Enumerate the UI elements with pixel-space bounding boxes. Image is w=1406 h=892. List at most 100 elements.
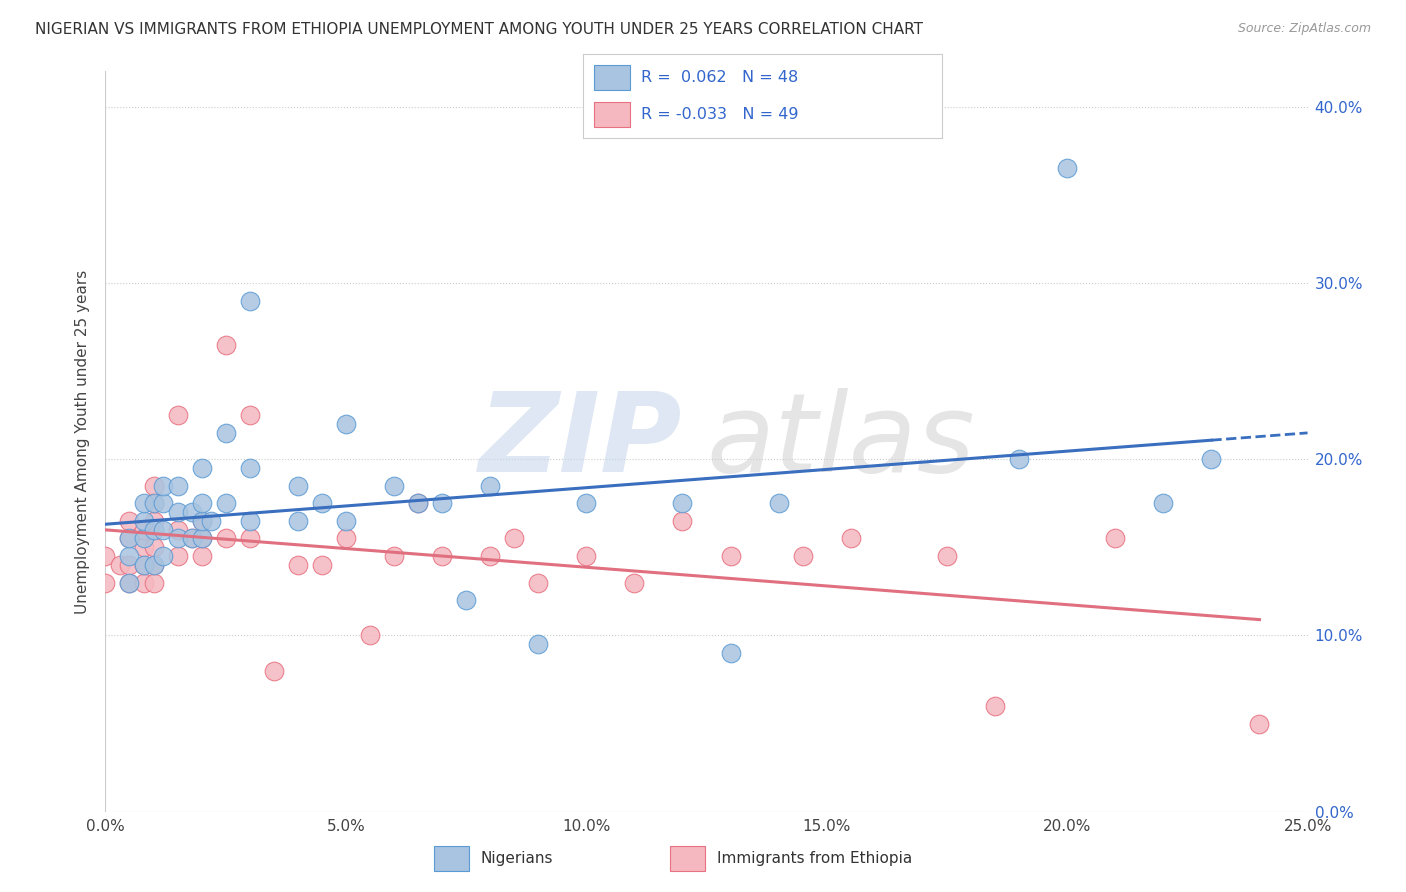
Point	[287, 514, 309, 528]
Point	[132, 541, 155, 555]
Point	[527, 575, 550, 590]
Point	[200, 514, 222, 528]
Point	[166, 408, 188, 422]
Point	[720, 646, 742, 660]
FancyBboxPatch shape	[595, 64, 630, 90]
Point	[623, 575, 645, 590]
Point	[108, 558, 131, 572]
Point	[239, 532, 262, 546]
Point	[1249, 716, 1271, 731]
Point	[132, 514, 155, 528]
Point	[118, 532, 141, 546]
Point	[118, 575, 141, 590]
Point	[152, 496, 174, 510]
Point	[190, 532, 212, 546]
Text: NIGERIAN VS IMMIGRANTS FROM ETHIOPIA UNEMPLOYMENT AMONG YOUTH UNDER 25 YEARS COR: NIGERIAN VS IMMIGRANTS FROM ETHIOPIA UNE…	[35, 22, 924, 37]
Text: Immigrants from Ethiopia: Immigrants from Ethiopia	[717, 851, 912, 866]
Point	[239, 461, 262, 475]
Point	[479, 549, 502, 563]
Point	[181, 532, 204, 546]
Point	[671, 514, 693, 528]
Point	[166, 478, 188, 492]
Point	[132, 558, 155, 572]
Point	[239, 408, 262, 422]
Point	[166, 549, 188, 563]
Point	[190, 514, 212, 528]
Point	[190, 461, 212, 475]
Point	[287, 478, 309, 492]
FancyBboxPatch shape	[595, 102, 630, 128]
Point	[152, 549, 174, 563]
Point	[239, 293, 262, 308]
Text: Nigerians: Nigerians	[481, 851, 554, 866]
Point	[1104, 532, 1126, 546]
Point	[1008, 452, 1031, 467]
Point	[190, 496, 212, 510]
Point	[118, 558, 141, 572]
Point	[118, 514, 141, 528]
Point	[94, 549, 117, 563]
Point	[152, 523, 174, 537]
Point	[792, 549, 814, 563]
Point	[94, 575, 117, 590]
Point	[152, 478, 174, 492]
Point	[118, 549, 141, 563]
Point	[142, 496, 165, 510]
Point	[575, 549, 598, 563]
Point	[132, 532, 155, 546]
Text: R = -0.033   N = 49: R = -0.033 N = 49	[641, 107, 799, 122]
Text: ZIP: ZIP	[479, 388, 682, 495]
Point	[166, 505, 188, 519]
Point	[503, 532, 526, 546]
Point	[454, 593, 477, 607]
Point	[1152, 496, 1174, 510]
Point	[311, 496, 333, 510]
Point	[132, 575, 155, 590]
Point	[1201, 452, 1223, 467]
Point	[1056, 161, 1078, 176]
Point	[190, 514, 212, 528]
Point	[132, 558, 155, 572]
Point	[132, 523, 155, 537]
Point	[166, 523, 188, 537]
Point	[406, 496, 429, 510]
Point	[575, 496, 598, 510]
FancyBboxPatch shape	[669, 847, 706, 871]
Point	[263, 664, 285, 678]
Point	[720, 549, 742, 563]
Point	[406, 496, 429, 510]
Point	[166, 532, 188, 546]
Point	[527, 637, 550, 651]
Point	[214, 532, 236, 546]
Point	[181, 532, 204, 546]
FancyBboxPatch shape	[433, 847, 470, 871]
Point	[132, 496, 155, 510]
Point	[335, 514, 357, 528]
Point	[142, 558, 165, 572]
Point	[190, 532, 212, 546]
Point	[118, 532, 141, 546]
Point	[142, 541, 165, 555]
Point	[142, 575, 165, 590]
Point	[190, 549, 212, 563]
Point	[479, 478, 502, 492]
Point	[181, 505, 204, 519]
Point	[142, 478, 165, 492]
Point	[214, 337, 236, 351]
Text: Source: ZipAtlas.com: Source: ZipAtlas.com	[1237, 22, 1371, 36]
Point	[430, 496, 453, 510]
Text: R =  0.062   N = 48: R = 0.062 N = 48	[641, 70, 799, 85]
Point	[142, 558, 165, 572]
Text: atlas: atlas	[707, 388, 976, 495]
Point	[239, 514, 262, 528]
Point	[142, 523, 165, 537]
Point	[214, 425, 236, 440]
Point	[839, 532, 862, 546]
Y-axis label: Unemployment Among Youth under 25 years: Unemployment Among Youth under 25 years	[75, 269, 90, 614]
Point	[359, 628, 381, 642]
Point	[214, 496, 236, 510]
Point	[142, 514, 165, 528]
Point	[430, 549, 453, 563]
Point	[142, 496, 165, 510]
Point	[671, 496, 693, 510]
